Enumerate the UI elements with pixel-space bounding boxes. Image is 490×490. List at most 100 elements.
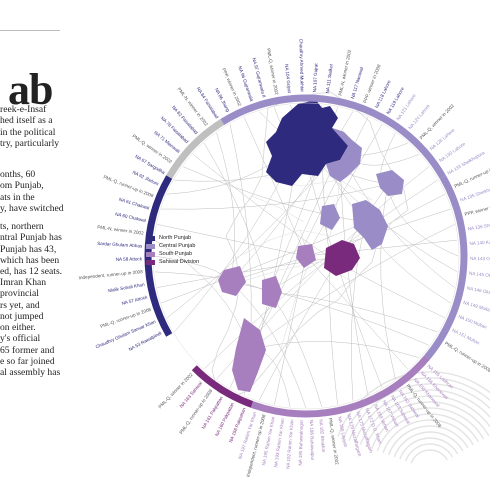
constituency-label-central: NA 126 Lahore	[429, 127, 456, 151]
connector-line	[204, 142, 269, 293]
page-heading: ab	[8, 65, 53, 114]
article-paragraph-2: onths, 60 om Punjab, ats in the y, have …	[0, 169, 150, 214]
constituency-label-central: NA 130 Lahore	[438, 141, 466, 163]
legend-label: Sahiwal Division	[159, 259, 200, 265]
fingerprint-ridge	[371, 407, 485, 450]
connector-line	[267, 291, 323, 408]
constituency-label-north: NA 86 Jhang	[214, 87, 231, 113]
constituency-label-north: Malik Sohail Khan	[108, 282, 146, 293]
constituency-label-south: NA 190 Bahawalnagar	[298, 419, 304, 465]
constituency-ring	[144, 94, 468, 418]
connector-line	[249, 224, 455, 351]
article-paragraph-4: Imran Khan provincial rs yet, and not ju…	[0, 277, 150, 379]
constituency-label-central: NA 140 Kasur	[469, 239, 490, 246]
article-line: ntral Punjab has	[0, 232, 62, 244]
constituency-label-south: NA 180 Layyah	[337, 416, 348, 448]
constituency-label-north: NA 97 Gujranwala II	[251, 57, 266, 98]
connector-line	[161, 183, 389, 210]
ring-segment-central-right	[424, 175, 468, 360]
article-line: 65 former and	[0, 344, 55, 356]
constituency-label-north: NA 96 Gujranwala	[237, 65, 254, 102]
connector-line	[329, 257, 338, 405]
legend-label: South Punjab	[159, 251, 193, 257]
connector-line	[387, 183, 459, 257]
constituency-label-north: NA 53 Rawalpindi	[128, 331, 162, 352]
ring-segment-central	[220, 94, 446, 179]
article-line: ts, northern	[0, 221, 44, 232]
constituency-label-central: NA 150 Multan	[458, 314, 488, 330]
article-line: al assembly has	[0, 367, 61, 379]
constituency-label-central: PPP, winner in 2008	[464, 202, 490, 217]
internal-borders	[235, 175, 373, 353]
constituency-label-central: NA 136 Sheikhupura	[467, 219, 490, 231]
article-line: provincial	[0, 288, 39, 300]
legend-item: Central Punjab	[146, 242, 199, 250]
constituency-label-central: NA 143 Okara	[470, 256, 490, 261]
connector-line	[157, 224, 307, 257]
constituency-label-north: PML-Q, winner in 2002	[266, 48, 279, 96]
article-line: try, particularly	[0, 137, 60, 149]
constituency-label-north: NA 62 Jhelum	[132, 170, 160, 187]
connector-line	[305, 124, 383, 257]
article-line: ed, has 12 seats.	[0, 266, 63, 278]
connector-line	[305, 255, 408, 370]
legend: North Punjab Central Punjab South Punjab…	[146, 234, 199, 266]
constituency-label-south: PML-Q, winner in 2002	[328, 418, 340, 466]
constituency-label-north: Independent, runner-up in 2008	[78, 269, 143, 280]
connector-line	[229, 281, 307, 409]
central-punjab-region-2	[376, 170, 404, 196]
article-line: y, have switched	[0, 202, 64, 214]
article-paragraph-3: ts, northern ntral Punjab has Punjab has…	[0, 221, 150, 277]
south-punjab-region-3	[296, 244, 316, 268]
connector-line	[182, 166, 367, 223]
connector-line	[274, 255, 307, 405]
constituency-label-central: NA 151 Multan	[451, 328, 481, 346]
fingerprint-ridge	[354, 389, 490, 443]
constituency-label-north: NA 107 Gujrat	[312, 63, 319, 93]
constituency-label-central: NA 124 Lahore	[407, 103, 431, 130]
article-line: hed itself as a	[0, 115, 53, 127]
central-punjab-region-3	[352, 200, 388, 250]
constituency-label-north: NA 111 Sialkot	[325, 63, 334, 94]
constituency-label-north: Sardar Ghulam Abbas	[97, 241, 143, 249]
central-punjab-region-4	[320, 204, 340, 230]
sahiwal-division-region	[324, 240, 360, 276]
constituency-label-north: PML-N, winner in 2002	[97, 224, 144, 235]
constituency-label-central: NA 135 Sheikhupura	[459, 184, 490, 203]
constituency-label-sahiwal: PML-Q, runner-up in 2008	[178, 388, 213, 435]
article-paragraph-1: reek-e-Insaf hed itself as a in the poli…	[0, 104, 150, 149]
fingerprint-ridge	[359, 395, 490, 445]
article-line: on either.	[0, 322, 36, 334]
legend-swatch	[146, 251, 155, 257]
legend-item: Sahiwal Division	[146, 258, 199, 266]
article-line: which has been	[0, 254, 60, 266]
article-line: om Punjab,	[0, 180, 44, 192]
article-line: rs yet, and	[0, 299, 40, 311]
ring-segment-sahiwal	[191, 365, 254, 408]
top-rule	[0, 30, 60, 31]
article-line: Punjab has 43,	[0, 243, 57, 255]
constituency-label-south: NA 182 Bhakkar	[318, 419, 326, 453]
constituency-label-south: NA 186 Bahawalpur	[309, 420, 315, 461]
constituency-label-north: NA 58 Attock	[116, 256, 143, 262]
south-punjab-region-1	[218, 266, 246, 296]
fingerprint-ridge	[365, 401, 490, 447]
legend-swatch	[146, 259, 155, 265]
constituency-label-north: NA 104 Gujrat	[284, 64, 292, 94]
article-line: not jumped	[0, 310, 44, 322]
constituency-label-central: NA 145 Okara	[469, 271, 490, 279]
fingerprint-ridge	[376, 413, 480, 452]
article-line: Imran Khan	[0, 277, 47, 288]
fingerprint-ridge	[382, 419, 474, 454]
fingerprint-texture	[337, 371, 490, 464]
connector-line	[249, 341, 420, 358]
constituency-label-north: NA 117 Narowal	[350, 66, 364, 99]
constituency-label-north: NA 61 Chakwal	[118, 197, 150, 211]
article-line: ats in the	[0, 191, 35, 203]
legend-label: North Punjab	[159, 235, 192, 241]
connector-line	[216, 132, 235, 283]
legend-item: South Punjab	[146, 250, 199, 258]
constituency-label-central: NA 146 Okara	[466, 285, 490, 296]
